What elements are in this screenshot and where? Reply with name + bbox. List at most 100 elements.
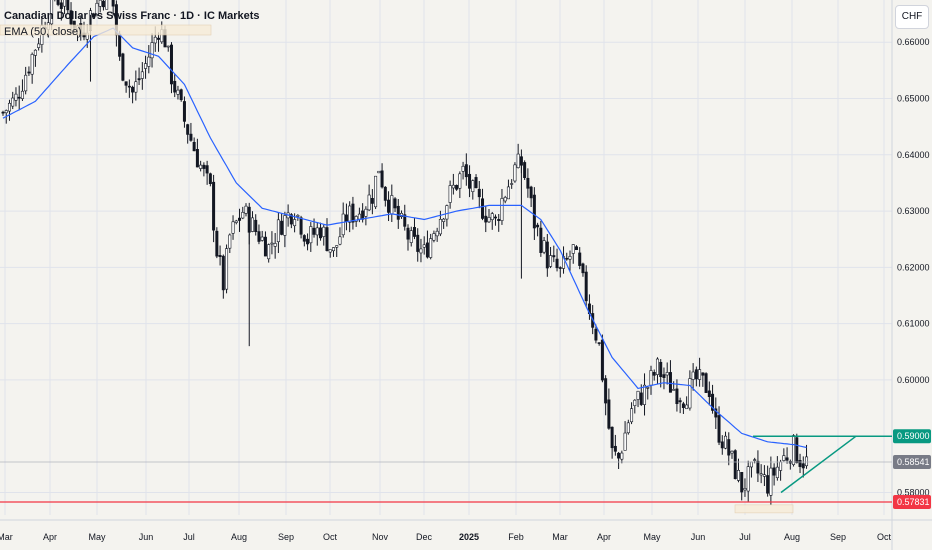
candle-body bbox=[652, 372, 656, 376]
y-tick-label: 0.63000 bbox=[897, 206, 930, 216]
candle-body bbox=[484, 215, 488, 223]
candle-body bbox=[594, 328, 598, 341]
candle-body bbox=[280, 220, 284, 235]
candle-body bbox=[805, 456, 809, 467]
candle-body bbox=[442, 218, 446, 222]
candle-body bbox=[539, 227, 543, 253]
candle-body bbox=[312, 227, 316, 235]
candle-body bbox=[565, 257, 569, 260]
candle-body bbox=[66, 0, 70, 11]
candle-body bbox=[228, 234, 232, 249]
candle-body bbox=[448, 185, 452, 203]
candle-body bbox=[704, 373, 708, 393]
candle-body bbox=[513, 164, 517, 182]
price-label-box bbox=[893, 494, 931, 509]
x-tick-label: Jul bbox=[739, 532, 751, 542]
x-tick-label: Oct bbox=[877, 532, 892, 542]
candle-body bbox=[267, 244, 271, 260]
candle-body bbox=[234, 220, 238, 223]
currency-button[interactable]: CHF bbox=[895, 5, 929, 29]
candle-body bbox=[542, 240, 546, 253]
price-label-text: 0.58541 bbox=[897, 457, 930, 467]
candle-body bbox=[101, 0, 105, 8]
candle-body bbox=[435, 230, 439, 237]
candle-body bbox=[296, 214, 300, 217]
candle-body bbox=[377, 170, 381, 174]
candle-body bbox=[244, 205, 248, 214]
candle-body bbox=[325, 227, 329, 251]
candle-body bbox=[458, 173, 462, 189]
candle-body bbox=[445, 205, 449, 220]
candle-body bbox=[779, 461, 783, 471]
candle-body bbox=[92, 13, 96, 18]
ema-indicator-label[interactable]: EMA (50, close) bbox=[4, 26, 82, 38]
candle-body bbox=[302, 235, 306, 242]
candle-body bbox=[4, 110, 8, 114]
candle-body bbox=[299, 217, 303, 235]
x-tick-label: Mar bbox=[552, 532, 568, 542]
y-tick-label: 0.65000 bbox=[897, 93, 930, 103]
candle-body bbox=[526, 177, 530, 189]
candle-body bbox=[643, 384, 647, 405]
candle-body bbox=[341, 213, 345, 236]
candle-body bbox=[20, 90, 24, 99]
candle-body bbox=[157, 37, 161, 40]
candle-body bbox=[584, 271, 588, 302]
candle-body bbox=[617, 452, 621, 459]
candle-body bbox=[276, 219, 280, 243]
candle-body bbox=[173, 80, 177, 93]
candle-body bbox=[571, 244, 575, 254]
range-high-box bbox=[0, 24, 212, 36]
candle-body bbox=[144, 63, 148, 69]
candle-body bbox=[455, 185, 459, 190]
candle-body bbox=[403, 214, 407, 227]
x-tick-label: Jun bbox=[139, 532, 154, 542]
candle-body bbox=[315, 227, 319, 236]
candle-body bbox=[33, 49, 37, 56]
candle-body bbox=[597, 342, 601, 344]
x-tick-label: May bbox=[643, 532, 661, 542]
candle-body bbox=[678, 400, 682, 403]
candle-body bbox=[364, 208, 368, 217]
candle-body bbox=[620, 452, 624, 460]
candle-body bbox=[309, 226, 313, 244]
candle-body bbox=[140, 71, 144, 79]
candle-body bbox=[338, 236, 342, 245]
candle-body bbox=[63, 0, 67, 7]
candle-body bbox=[468, 173, 472, 189]
candle-body bbox=[490, 213, 494, 221]
price-label-text: 0.59000 bbox=[897, 431, 930, 441]
x-tick-label: Jun bbox=[691, 532, 706, 542]
candle-body bbox=[263, 236, 267, 257]
candle-body bbox=[24, 74, 28, 92]
candle-body bbox=[464, 164, 468, 178]
candle-body bbox=[516, 153, 520, 168]
candle-body bbox=[383, 186, 387, 201]
candle-body bbox=[406, 227, 410, 240]
x-tick-label: Sep bbox=[278, 532, 294, 542]
candle-body bbox=[241, 212, 245, 219]
candle-body bbox=[510, 183, 514, 185]
candle-body bbox=[691, 371, 695, 380]
price-label-text: 0.57831 bbox=[897, 497, 930, 507]
candle-body bbox=[753, 459, 757, 461]
candle-body bbox=[746, 466, 750, 492]
candle-body bbox=[390, 195, 394, 215]
candle-body bbox=[328, 249, 332, 253]
candle-body bbox=[668, 372, 672, 393]
candle-body bbox=[429, 238, 433, 258]
candle-body bbox=[7, 102, 11, 112]
candle-body bbox=[50, 0, 54, 25]
candle-body bbox=[95, 2, 99, 15]
candle-body bbox=[179, 89, 183, 101]
candle-body bbox=[432, 233, 436, 241]
candle-body bbox=[438, 219, 442, 235]
x-tick-label: Aug bbox=[784, 532, 800, 542]
candle-body bbox=[711, 393, 715, 411]
x-tick-label: Jul bbox=[183, 532, 195, 542]
candle-body bbox=[335, 245, 339, 248]
candle-body bbox=[662, 374, 666, 378]
candle-body bbox=[665, 372, 669, 376]
